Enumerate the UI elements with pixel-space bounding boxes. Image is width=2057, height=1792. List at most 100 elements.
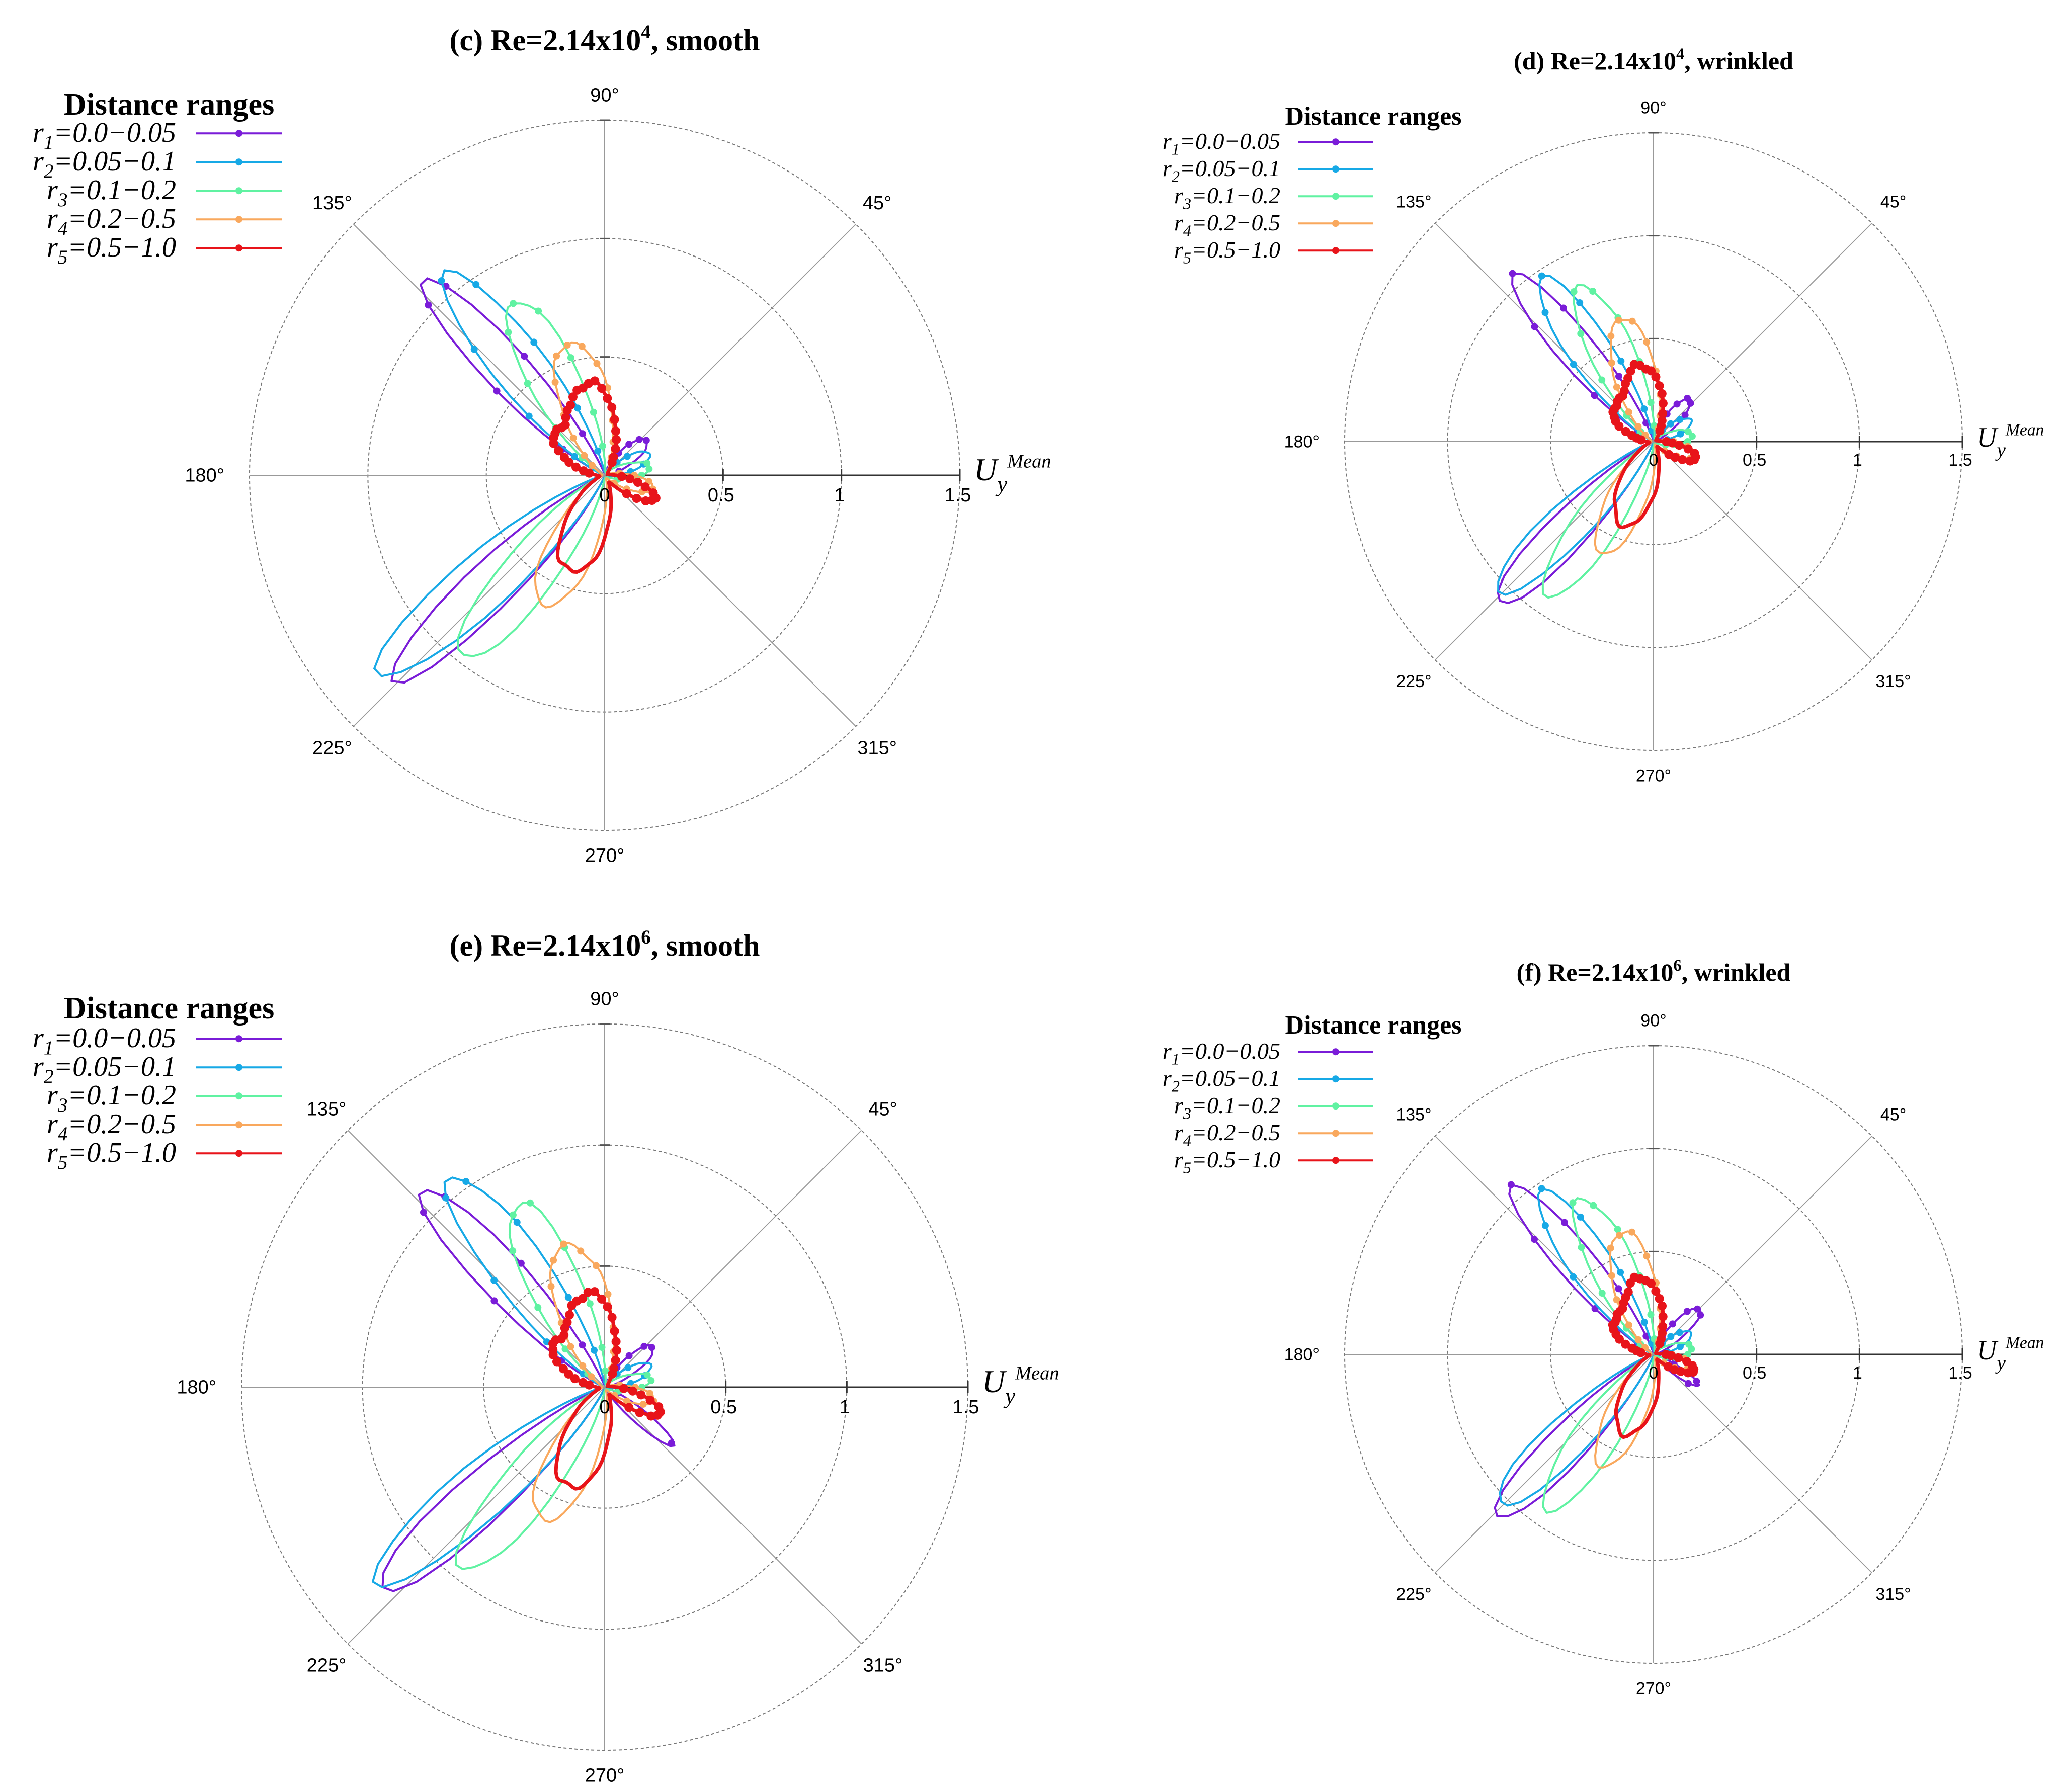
series-markers-5 bbox=[549, 376, 661, 505]
data-point bbox=[1561, 1219, 1568, 1226]
data-point bbox=[625, 1352, 633, 1359]
data-point bbox=[1677, 430, 1684, 438]
data-point bbox=[560, 1240, 567, 1248]
data-point bbox=[635, 1408, 644, 1417]
legend-entry-label: r5=0.5−1.0 bbox=[47, 1137, 176, 1173]
data-point bbox=[628, 1386, 637, 1396]
legend-marker bbox=[1332, 220, 1339, 227]
data-point bbox=[1697, 1311, 1704, 1319]
data-point bbox=[1625, 1278, 1635, 1288]
data-point bbox=[1643, 338, 1651, 346]
data-point bbox=[1628, 317, 1636, 325]
data-point bbox=[611, 444, 620, 454]
legend-entry-label: r3=0.1−0.2 bbox=[1174, 1092, 1280, 1123]
series-markers-5 bbox=[1608, 360, 1700, 466]
angle-tick-label: 90° bbox=[1640, 98, 1666, 117]
data-point bbox=[590, 408, 597, 416]
data-point bbox=[625, 441, 633, 448]
data-point bbox=[645, 465, 653, 473]
data-point bbox=[548, 1350, 558, 1359]
data-point bbox=[1590, 1202, 1597, 1209]
data-point bbox=[1628, 1228, 1636, 1236]
data-point bbox=[1538, 272, 1545, 280]
radial-axis-label: UyMean bbox=[1977, 421, 2044, 461]
data-point bbox=[593, 1262, 600, 1269]
legend-entry-label: r1=0.0−0.05 bbox=[1163, 1038, 1280, 1068]
angle-tick-label: 45° bbox=[863, 193, 891, 214]
data-point bbox=[645, 1395, 655, 1405]
data-point bbox=[1688, 433, 1696, 440]
data-point bbox=[1614, 1226, 1621, 1233]
data-point bbox=[589, 462, 596, 469]
legend-title: Distance ranges bbox=[64, 88, 274, 122]
data-point bbox=[648, 488, 658, 498]
data-point bbox=[1626, 366, 1635, 376]
data-point bbox=[1658, 1322, 1668, 1331]
data-point bbox=[551, 379, 559, 386]
data-point bbox=[550, 1256, 557, 1264]
data-point bbox=[425, 301, 432, 309]
data-point bbox=[462, 1178, 470, 1185]
data-point bbox=[607, 1313, 617, 1322]
series-markers-1 bbox=[420, 1193, 675, 1447]
angle-tick-label: 135° bbox=[312, 193, 352, 214]
grid-spoke bbox=[604, 475, 856, 727]
data-point bbox=[624, 1364, 632, 1372]
angle-tick-label: 315° bbox=[1875, 1585, 1911, 1604]
data-point bbox=[420, 1209, 427, 1216]
data-point bbox=[1640, 405, 1648, 413]
angle-tick-label: 90° bbox=[590, 989, 619, 1010]
data-point bbox=[579, 1362, 587, 1370]
legend-marker bbox=[1332, 247, 1339, 254]
data-point bbox=[611, 1337, 621, 1346]
data-point bbox=[509, 1211, 517, 1219]
data-point bbox=[1658, 1301, 1667, 1311]
data-point bbox=[604, 1291, 612, 1298]
legend: Distance rangesr1=0.0−0.05r2=0.05−0.1r3=… bbox=[33, 88, 282, 268]
data-point bbox=[643, 459, 651, 467]
data-point bbox=[1625, 1321, 1632, 1329]
radial-tick-label: 0.5 bbox=[708, 485, 734, 506]
data-point bbox=[1647, 1311, 1655, 1318]
data-point bbox=[593, 360, 601, 367]
data-point bbox=[490, 1297, 498, 1305]
data-point bbox=[1634, 1336, 1642, 1343]
data-point bbox=[563, 342, 571, 349]
data-point bbox=[612, 435, 621, 444]
data-point bbox=[438, 277, 445, 285]
data-point bbox=[560, 1323, 569, 1333]
data-point bbox=[554, 446, 563, 456]
data-point bbox=[633, 478, 642, 487]
data-point bbox=[1683, 1308, 1691, 1315]
panel-d: 0 0.5 1 1.5 90° 45° 180° 135° 225° 315° 270° UyMean… bbox=[1163, 45, 2044, 785]
data-point bbox=[569, 434, 577, 442]
data-point bbox=[1617, 1268, 1624, 1276]
data-point bbox=[1661, 1350, 1671, 1359]
data-point bbox=[597, 1294, 606, 1304]
data-point bbox=[622, 489, 631, 498]
data-point bbox=[1531, 1236, 1538, 1243]
data-point bbox=[609, 452, 618, 462]
radial-tick-label: 0 bbox=[1649, 1363, 1659, 1383]
data-point bbox=[646, 1390, 653, 1397]
data-point bbox=[612, 1345, 621, 1355]
data-point bbox=[1591, 392, 1598, 399]
data-point bbox=[547, 1283, 555, 1290]
legend-marker bbox=[1332, 1157, 1339, 1164]
grid-spoke bbox=[604, 1387, 862, 1645]
angle-tick-label: 315° bbox=[1875, 672, 1911, 691]
legend-marker bbox=[1332, 1102, 1339, 1110]
data-point bbox=[623, 1397, 631, 1405]
radial-tick-label: 1 bbox=[840, 1397, 850, 1418]
angle-tick-label: 180° bbox=[177, 1377, 216, 1398]
data-point bbox=[527, 1199, 534, 1207]
data-point bbox=[1671, 453, 1680, 462]
legend-entry-label: r4=0.2−0.5 bbox=[47, 1108, 176, 1145]
legend-marker bbox=[235, 1092, 242, 1100]
data-point bbox=[1614, 421, 1624, 431]
legend-entry-label: r2=0.05−0.1 bbox=[1163, 155, 1280, 186]
legend-marker bbox=[235, 244, 242, 252]
data-point bbox=[1685, 1340, 1693, 1348]
data-point bbox=[1676, 416, 1684, 423]
data-point bbox=[1684, 1380, 1692, 1387]
